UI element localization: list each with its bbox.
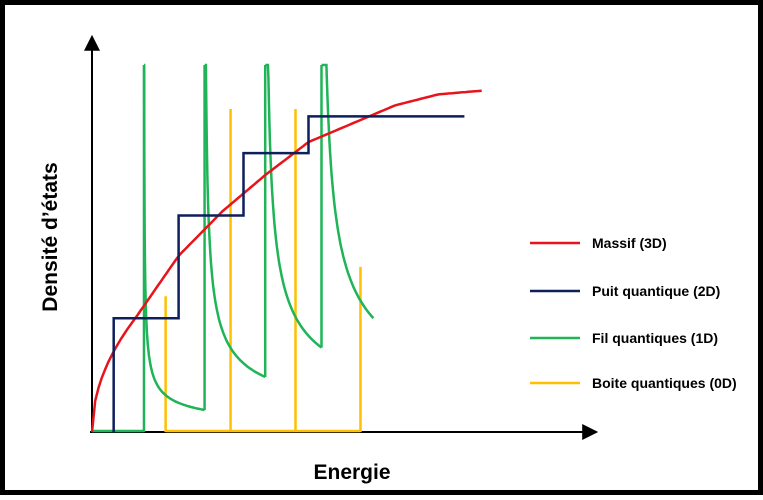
y-axis-title: Densité d’états: [39, 162, 62, 311]
legend-label-puit: Puit quantique (2D): [592, 283, 720, 299]
legend-label-boite: Boite quantiques (0D): [592, 375, 737, 391]
legend-label-fil: Fil quantiques (1D): [592, 330, 718, 346]
density-of-states-chart: Densité d’états Energie Massif (3D) Puit…: [39, 34, 737, 484]
legend: Massif (3D) Puit quantique (2D) Fil quan…: [530, 235, 737, 391]
legend-label-massif: Massif (3D): [592, 235, 667, 251]
fil-tail: [142, 63, 205, 412]
series-puit: [112, 115, 465, 433]
series-fil: [92, 63, 375, 433]
puit-steps: [112, 115, 465, 433]
fil-tail: [321, 63, 375, 320]
massif-curve: [90, 89, 482, 433]
legend-item-massif: Massif (3D): [530, 235, 667, 251]
legend-item-puit: Puit quantique (2D): [530, 283, 720, 299]
legend-item-fil: Fil quantiques (1D): [530, 330, 718, 346]
series-boite: [164, 109, 362, 433]
series-layer: [90, 63, 482, 433]
series-massif: [90, 89, 482, 433]
fil-tail: [204, 63, 266, 379]
x-axis-title: Energie: [313, 461, 390, 484]
fil-tail: [265, 63, 323, 349]
legend-item-boite: Boite quantiques (0D): [530, 375, 737, 391]
